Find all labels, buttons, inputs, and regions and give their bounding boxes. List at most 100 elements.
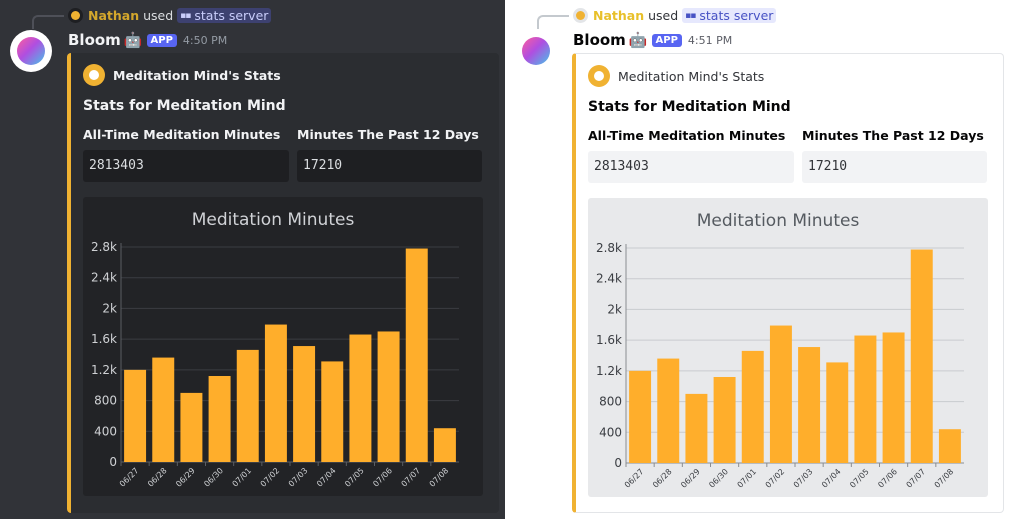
bot-avatar[interactable] [10,30,52,72]
field-value-all-time: 2813403 [588,151,794,183]
x-tick-label: 07/07 [399,466,422,489]
y-tick-label: 2.8k [596,241,622,255]
x-tick-label: 07/01 [735,467,758,490]
y-tick-label: 800 [599,395,622,409]
stats-embed: Meditation Mind's Stats Stats for Medita… [572,53,1004,513]
bar [629,370,652,463]
x-tick-label: 07/04 [820,467,843,490]
x-tick-label: 07/02 [764,467,787,490]
bar [236,349,259,462]
command-icon: ▪▪ [685,10,696,21]
y-tick-label: 2.4k [596,272,622,286]
x-tick-label: 06/28 [146,466,169,489]
embed-title: Stats for Meditation Mind [588,99,791,115]
x-tick-label: 07/05 [343,466,366,489]
y-tick-label: 1.6k [91,332,117,346]
bar [713,377,736,463]
discord-pane-light: Nathan used ▪▪ stats server Bloom 🤖 APP 4… [505,0,1010,519]
slash-command-mention[interactable]: ▪▪ stats server [177,8,272,23]
bar-chart-svg: Meditation Minutes 0 400 800 1.2k 1.6k 2k 2.4k 2… [596,211,964,490]
bar [180,392,203,462]
bot-username[interactable]: Bloom [573,31,626,49]
field-name-all-time: All-Time Meditation Minutes [588,128,786,143]
command-icon: ▪▪ [180,10,191,21]
user-avatar-icon[interactable] [68,8,83,23]
y-tick-label: 1.2k [91,363,117,377]
x-tick-label: 07/07 [904,467,927,490]
embed-title: Stats for Meditation Mind [83,98,286,114]
bar [910,249,933,463]
y-tick-label: 400 [599,425,622,439]
y-tick-label: 0 [109,455,117,469]
app-badge: APP [146,33,177,47]
x-tick-label: 07/08 [428,466,451,489]
message-header: Bloom 🤖 APP 4:50 PM [68,31,227,49]
x-tick-label: 06/29 [174,466,197,489]
x-tick-label: 07/03 [287,466,310,489]
x-tick-label: 06/29 [679,467,702,490]
slash-command-mention[interactable]: ▪▪ stats server [682,8,777,23]
bar [769,325,792,463]
bar [741,350,764,463]
discord-pane-dark: Nathan used ▪▪ stats server Bloom 🤖 APP 4… [0,0,505,519]
reply-username[interactable]: Nathan [88,8,140,23]
meditation-chart[interactable]: Meditation Minutes 0 400 800 1.2k 1.6k 2k 2.4k 2… [83,197,483,496]
y-tick-label: 2.8k [91,240,117,254]
user-avatar-icon[interactable] [573,8,588,23]
x-tick-label: 06/30 [202,466,225,489]
bar [293,346,316,462]
bot-username[interactable]: Bloom [68,31,121,49]
x-tick-label: 07/01 [230,466,253,489]
y-tick-label: 2.4k [91,271,117,285]
x-tick-label: 07/05 [848,467,871,490]
lightbulb-icon [588,65,610,87]
x-tick-label: 07/04 [315,466,338,489]
reply-context[interactable]: Nathan used ▪▪ stats server [573,8,777,23]
y-tick-label: 1.2k [596,364,622,378]
bar [321,361,344,462]
x-tick-label: 07/06 [876,467,899,490]
message-timestamp[interactable]: 4:51 PM [687,33,733,47]
reply-connector [537,15,569,29]
y-tick-label: 2k [102,301,117,315]
bar [685,393,708,463]
chart-title: Meditation Minutes [192,210,355,230]
x-tick-label: 07/06 [371,466,394,489]
embed-author: Meditation Mind's Stats [83,64,281,86]
bar [152,357,175,462]
stats-embed: Meditation Mind's Stats Stats for Medita… [67,53,499,513]
bar [349,334,372,462]
reply-used-text: used [143,8,174,23]
x-tick-label: 06/27 [623,467,646,490]
y-tick-label: 800 [94,394,117,408]
bar [405,248,428,462]
command-label: stats server [194,8,269,23]
embed-author-name: Meditation Mind's Stats [113,67,281,83]
bar [433,428,456,462]
chart-title: Meditation Minutes [697,211,860,231]
x-tick-label: 06/30 [707,467,730,490]
robot-emoji-icon: 🤖 [123,31,143,49]
field-value-all-time: 2813403 [83,150,289,182]
bar [657,358,680,463]
field-name-past-12-days: Minutes The Past 12 Days [802,128,984,143]
field-value-past-12-days: 17210 [802,151,987,183]
app-badge: APP [651,33,682,47]
embed-author-name: Meditation Mind's Stats [618,68,765,84]
reply-username[interactable]: Nathan [593,8,645,23]
field-name-past-12-days: Minutes The Past 12 Days [297,127,479,142]
reply-used-text: used [648,8,679,23]
robot-emoji-icon: 🤖 [628,31,648,49]
x-tick-label: 07/02 [259,466,282,489]
bar [854,335,877,463]
bloom-logo-icon [522,37,550,65]
command-label: stats server [699,8,774,23]
bar-chart-svg: Meditation Minutes 0 400 800 1.2k 1.6k 2k 2.4k 2… [91,210,459,489]
x-tick-label: 06/27 [118,466,141,489]
bar [798,347,821,463]
y-tick-label: 1.6k [596,333,622,347]
reply-context[interactable]: Nathan used ▪▪ stats server [68,8,272,23]
bot-avatar[interactable] [515,30,557,72]
message-timestamp[interactable]: 4:50 PM [182,33,228,47]
meditation-chart[interactable]: Meditation Minutes 0 400 800 1.2k 1.6k 2k 2.4k 2… [588,198,988,497]
